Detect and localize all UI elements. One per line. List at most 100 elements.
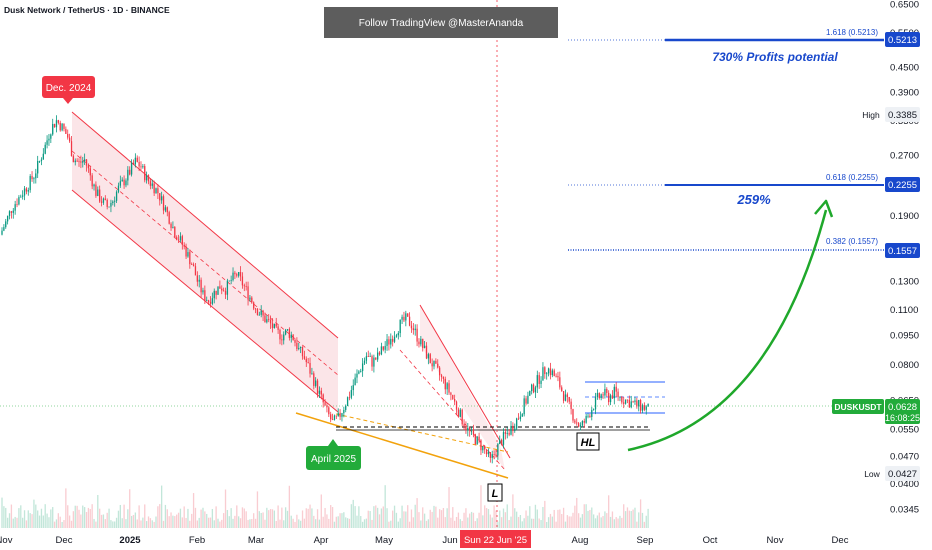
volume-bar — [630, 511, 632, 528]
volume-bar — [407, 505, 409, 528]
price-tick-label: 0.0950 — [890, 330, 919, 341]
volume-bar — [438, 509, 441, 528]
candle-body — [40, 159, 43, 161]
candle-body — [61, 123, 63, 131]
svg-text:Sun 22 Jun '25: Sun 22 Jun '25 — [464, 535, 527, 546]
candle-body — [258, 314, 260, 316]
candle-body — [172, 226, 174, 228]
volume-bar — [97, 494, 99, 528]
volume-bar — [311, 508, 313, 528]
volume-bar — [215, 506, 217, 528]
candle-body — [493, 454, 495, 455]
candle-body — [80, 161, 82, 163]
follow-banner[interactable]: Follow TradingView @MasterAnanda — [324, 7, 558, 38]
candle-body — [645, 406, 647, 410]
volume-bar — [82, 505, 84, 528]
volume-bar — [100, 514, 103, 528]
candle-body — [585, 416, 587, 423]
volume-bars — [1, 485, 649, 528]
volume-bar — [461, 520, 463, 528]
candle-body — [390, 338, 392, 345]
volume-bar — [57, 513, 60, 528]
candle-body — [286, 329, 289, 330]
volume-bar — [125, 519, 127, 528]
volume-bar — [465, 508, 467, 528]
volume-bar — [200, 509, 202, 528]
time-tick-label: Apr — [314, 535, 329, 546]
volume-bar — [209, 517, 212, 528]
volume-bar — [91, 504, 93, 528]
volume-bar — [478, 512, 480, 528]
candle-body — [132, 162, 135, 165]
volume-bar — [1, 497, 3, 528]
candle-body — [497, 443, 499, 456]
candle-body — [521, 414, 523, 417]
candle-body — [613, 386, 615, 399]
candle-body — [18, 197, 20, 205]
volume-bar — [228, 516, 230, 528]
candle-body — [67, 133, 69, 138]
volume-bar — [275, 520, 277, 528]
candle-body — [232, 272, 234, 281]
volume-bar — [241, 507, 244, 528]
candle-body — [72, 156, 75, 163]
volume-bar — [268, 510, 270, 528]
volume-bar — [587, 510, 589, 528]
candle-body — [198, 279, 200, 282]
svg-text:0.2255: 0.2255 — [888, 180, 917, 191]
price-tick-label: 0.0400 — [890, 479, 919, 490]
volume-bar — [151, 520, 153, 528]
candle-body — [589, 415, 591, 417]
candle-body — [174, 226, 176, 238]
candle-body — [431, 363, 433, 367]
candle-body — [592, 409, 595, 411]
candle-body — [192, 264, 195, 267]
candle-body — [177, 239, 180, 241]
candle-body — [437, 363, 439, 368]
volume-bar — [636, 521, 638, 528]
volume-bar — [348, 518, 351, 528]
volume-bar — [245, 511, 247, 528]
volume-bar — [532, 518, 535, 528]
volume-bar — [271, 509, 274, 528]
volume-bar — [472, 512, 475, 528]
candle-body — [123, 179, 125, 186]
volume-bar — [414, 504, 416, 528]
candle-body — [564, 394, 567, 401]
volume-bar — [281, 507, 283, 528]
candle-body — [290, 334, 292, 338]
volume-bar — [162, 520, 165, 528]
candle-body — [331, 419, 334, 421]
candle-body — [316, 380, 319, 394]
volume-bar — [463, 512, 465, 528]
candle-body — [104, 198, 106, 200]
volume-bar — [611, 511, 614, 528]
candle-body — [305, 358, 307, 363]
candle-body — [12, 210, 14, 213]
volume-bar — [48, 517, 50, 528]
candle-body — [354, 377, 356, 386]
candle-body — [6, 215, 9, 222]
volume-bar — [324, 507, 326, 528]
candle-body — [70, 141, 73, 157]
time-axis[interactable]: Nov Dec 2025 Feb Mar Apr May Jun Aug Sep Oct Nov Dec — [0, 530, 884, 550]
volume-bar — [273, 510, 276, 528]
candle-body — [416, 328, 418, 342]
candle-body — [313, 373, 315, 386]
candle-body — [320, 390, 322, 395]
volume-bar — [356, 515, 358, 528]
volume-bar — [132, 514, 135, 528]
candle-body — [386, 339, 388, 346]
volume-bar — [572, 512, 574, 528]
candle-body — [23, 188, 26, 196]
candle-body — [266, 319, 268, 323]
candle-body — [375, 357, 377, 360]
volume-bar — [159, 504, 161, 528]
volume-bar — [450, 517, 452, 528]
volume-bar — [363, 519, 366, 528]
candle-body — [294, 340, 296, 343]
candle-body — [429, 354, 431, 364]
candle-body — [636, 400, 638, 407]
candle-body — [606, 389, 608, 393]
